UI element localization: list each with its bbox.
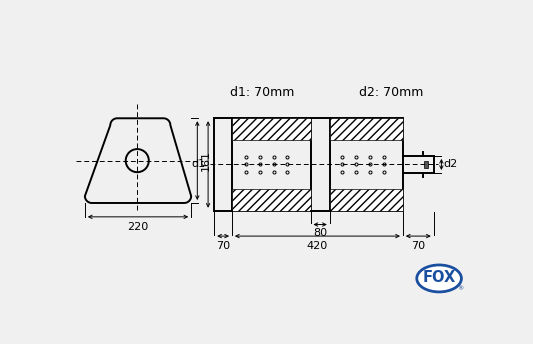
Text: 70: 70 [216,241,230,251]
Text: 220: 220 [127,222,149,232]
Text: 70: 70 [411,241,425,251]
Bar [330,118,403,140]
Text: d1: 70mm: d1: 70mm [230,86,294,99]
Text: 420: 420 [307,241,328,251]
Bar [330,189,403,211]
Text: ®: ® [457,287,463,292]
Ellipse shape [417,265,462,292]
Bar [232,118,311,211]
Text: d1: d1 [192,160,206,170]
Bar [232,118,311,140]
Text: d2: 70mm: d2: 70mm [359,86,424,99]
Bar [232,189,311,211]
Text: 80: 80 [313,228,327,238]
Bar [424,161,429,168]
Bar [330,118,403,211]
Text: 161: 161 [201,150,211,171]
Text: d2: d2 [443,160,458,170]
Text: FOX: FOX [423,270,456,285]
